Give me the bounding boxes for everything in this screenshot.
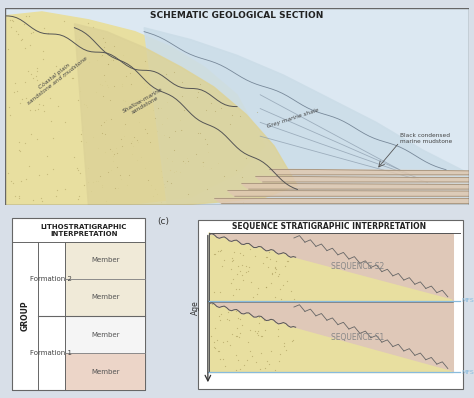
Text: Coastal plain
sandstone and mudstone: Coastal plain sandstone and mudstone (23, 52, 89, 106)
Polygon shape (74, 24, 297, 205)
Bar (65, 353, 146, 390)
Text: Member: Member (91, 332, 119, 338)
Bar (65, 316, 146, 353)
Polygon shape (210, 232, 453, 301)
Text: SEQUENCE S1: SEQUENCE S1 (331, 333, 384, 341)
Text: MFS: MFS (461, 298, 474, 303)
Polygon shape (270, 169, 469, 175)
Polygon shape (255, 176, 469, 182)
Bar (65, 242, 146, 279)
Text: Member: Member (91, 369, 119, 375)
Text: Grey marine shale: Grey marine shale (266, 108, 319, 129)
Text: SEQUENCE S2: SEQUENCE S2 (331, 262, 384, 271)
Text: LITHOSTRATIGRAPHIC
INTERPRETATION: LITHOSTRATIGRAPHIC INTERPRETATION (40, 224, 127, 237)
Text: Member: Member (91, 257, 119, 263)
Polygon shape (242, 183, 469, 189)
Polygon shape (210, 303, 453, 373)
Polygon shape (214, 198, 469, 203)
Polygon shape (5, 12, 265, 205)
Bar (65, 279, 146, 316)
Polygon shape (210, 302, 453, 373)
Text: GROUP: GROUP (20, 300, 29, 331)
Text: (c): (c) (157, 217, 169, 226)
Text: Formation 1: Formation 1 (30, 350, 73, 356)
Text: Shallow-marine
sandstone: Shallow-marine sandstone (122, 87, 166, 119)
Polygon shape (228, 191, 469, 196)
Bar (198, 220, 463, 388)
Text: Member: Member (91, 295, 119, 300)
Text: Formation 2: Formation 2 (30, 276, 73, 282)
Text: SEQUENCE STRATIGRAPHIC INTERPRETATION: SEQUENCE STRATIGRAPHIC INTERPRETATION (232, 222, 426, 231)
Polygon shape (144, 28, 469, 205)
Text: MFS: MFS (461, 370, 474, 375)
Text: Black condensed
marine mudstone: Black condensed marine mudstone (400, 133, 452, 144)
Text: Age: Age (191, 300, 200, 315)
Polygon shape (210, 234, 453, 301)
Text: SCHEMATIC GEOLOGICAL SECTION: SCHEMATIC GEOLOGICAL SECTION (150, 11, 324, 20)
